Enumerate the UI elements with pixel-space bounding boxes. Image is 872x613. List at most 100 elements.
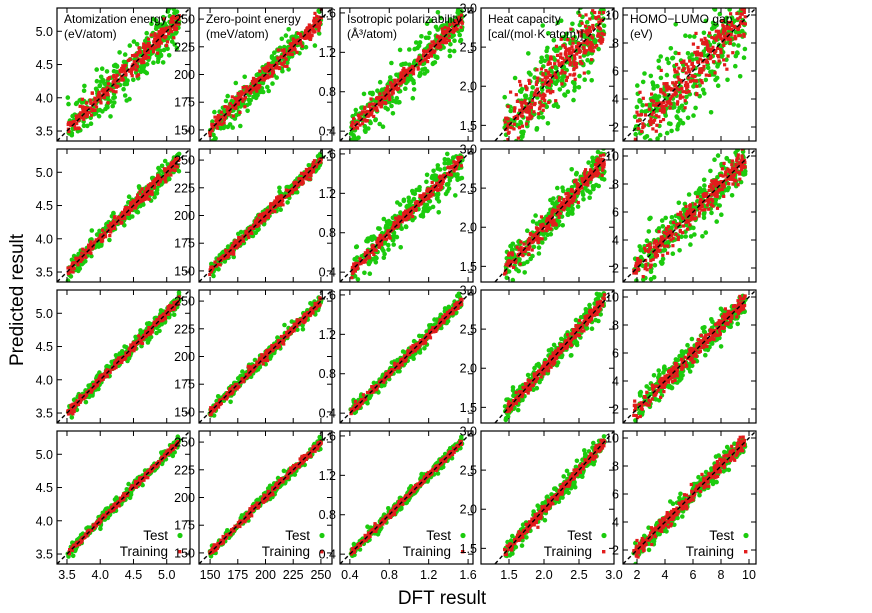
training-point: [250, 514, 254, 518]
training-point: [295, 50, 299, 54]
training-point: [157, 319, 161, 323]
training-point: [237, 95, 241, 99]
training-point: [98, 94, 102, 98]
test-point: [161, 47, 167, 53]
training-point: [172, 159, 176, 163]
training-point: [252, 365, 256, 369]
training-point: [76, 256, 80, 260]
training-point: [265, 348, 269, 353]
training-point: [164, 173, 168, 177]
test-point: [124, 345, 129, 350]
training-point: [261, 218, 265, 223]
training-point: [282, 334, 286, 338]
test-point: [98, 526, 103, 532]
training-point: [246, 364, 250, 368]
training-point: [228, 107, 232, 111]
training-point: [85, 114, 89, 118]
training-point: [224, 248, 228, 253]
training-point: [91, 386, 95, 390]
training-point: [166, 448, 170, 452]
training-point: [91, 246, 95, 250]
training-point: [271, 348, 275, 352]
training-point: [77, 113, 81, 117]
training-point: [169, 16, 173, 21]
training-point: [210, 265, 215, 269]
training-point: [154, 45, 158, 49]
test-point: [104, 69, 110, 74]
y-tick-label: 175: [174, 378, 195, 392]
training-point: [309, 313, 313, 317]
training-point: [227, 393, 231, 397]
training-point: [93, 103, 97, 107]
training-point: [275, 199, 279, 203]
y-tick-label: 250: [174, 154, 195, 168]
training-point: [171, 14, 175, 19]
training-point: [171, 447, 175, 452]
training-point: [219, 110, 223, 114]
training-point: [279, 480, 283, 484]
training-point: [208, 130, 212, 134]
training-point: [216, 262, 220, 267]
training-point: [127, 353, 131, 357]
test-point: [111, 95, 116, 101]
legend-training-marker: [178, 550, 182, 554]
training-point: [83, 248, 88, 252]
training-point: [262, 78, 266, 82]
test-point: [152, 194, 157, 200]
test-point: [160, 60, 166, 65]
y-tick-label: 5.0: [36, 448, 53, 462]
training-point: [312, 19, 316, 23]
training-point: [94, 379, 98, 383]
training-point: [232, 529, 236, 533]
training-point: [274, 204, 278, 208]
training-point: [173, 168, 177, 173]
training-point: [114, 78, 118, 82]
training-point: [126, 212, 131, 216]
test-point: [167, 176, 172, 182]
training-point: [313, 302, 318, 306]
training-point: [156, 44, 160, 48]
training-point: [227, 113, 231, 117]
test-point: [230, 125, 235, 130]
training-point: [73, 404, 77, 408]
training-point: [102, 234, 106, 238]
training-point: [79, 255, 83, 259]
training-point: [143, 51, 147, 56]
y-tick-label: 5.0: [36, 307, 53, 321]
test-point: [81, 88, 87, 93]
training-point: [229, 388, 233, 392]
training-point: [127, 209, 131, 214]
training-point: [174, 27, 178, 32]
training-point: [100, 239, 104, 244]
test-point: [173, 31, 178, 36]
training-point: [167, 32, 171, 36]
test-point: [242, 74, 247, 80]
training-point: [91, 383, 95, 387]
test-point: [396, 100, 401, 105]
training-point: [153, 32, 157, 36]
training-point: [152, 180, 156, 184]
test-point: [316, 31, 322, 36]
training-point: [300, 454, 304, 458]
training-point: [242, 518, 246, 522]
training-point: [296, 183, 300, 187]
training-point: [176, 302, 180, 306]
scatter-panel: 0.40.81.21.6 Isotropic polarizability(Å³/…: [319, 6, 474, 142]
training-point: [300, 458, 304, 462]
training-point: [142, 54, 146, 58]
training-point: [143, 56, 148, 60]
training-point: [256, 363, 260, 367]
training-point: [248, 507, 252, 511]
test-point: [98, 74, 104, 80]
training-point: [112, 366, 116, 371]
test-point: [162, 158, 168, 164]
training-point: [164, 175, 168, 179]
training-point: [218, 117, 222, 121]
training-point: [84, 393, 89, 397]
training-point: [117, 215, 121, 219]
legend-training-label: Training: [120, 544, 168, 559]
training-point: [209, 408, 214, 412]
training-point: [124, 351, 128, 355]
training-point: [114, 505, 118, 509]
test-point: [240, 369, 245, 374]
